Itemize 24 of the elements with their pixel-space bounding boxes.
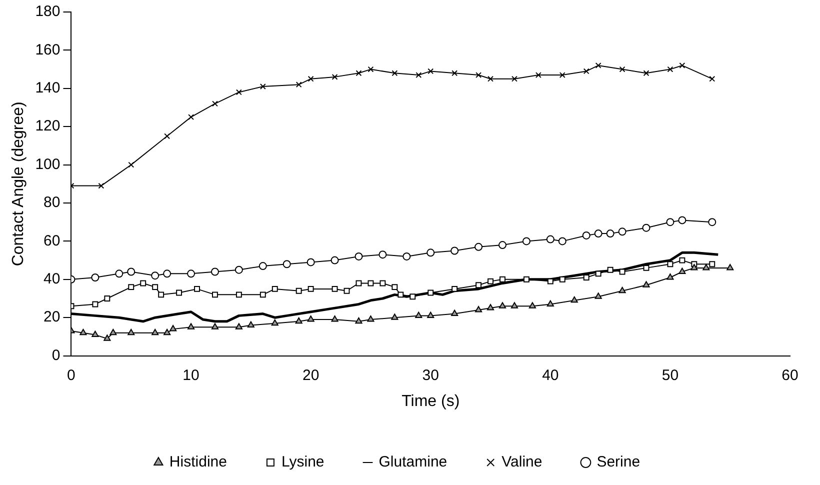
legend-label: Lysine <box>281 454 324 471</box>
x-tick-label: 10 <box>182 366 200 384</box>
legend-label: Valine <box>502 454 542 471</box>
y-tick-label: 140 <box>35 80 60 97</box>
x-axis-title: Time (s) <box>402 392 460 410</box>
y-tick-label: 80 <box>44 194 60 212</box>
y-axis-title: Contact Angle (degree) <box>10 102 28 266</box>
x-tick-label: 40 <box>542 366 559 384</box>
y-tick-label: 180 <box>35 3 60 20</box>
x-tick-label: 60 <box>782 366 798 384</box>
y-tick-label: 100 <box>35 156 60 173</box>
y-tick-label: 0 <box>52 346 60 364</box>
legend-label: Glutamine <box>378 454 448 471</box>
x-tick-label: 50 <box>662 366 679 384</box>
y-tick-label: 60 <box>44 232 60 250</box>
x-tick-label: 0 <box>67 366 76 384</box>
y-tick-label: 40 <box>44 270 60 288</box>
y-tick-label: 20 <box>44 308 60 326</box>
x-tick-label: 20 <box>302 366 320 384</box>
y-tick-label: 120 <box>35 118 60 135</box>
y-tick-label: 160 <box>35 41 60 58</box>
x-tick-label: 30 <box>422 366 439 384</box>
legend-label: Serine <box>596 454 640 471</box>
legend-label: Histidine <box>169 454 227 471</box>
